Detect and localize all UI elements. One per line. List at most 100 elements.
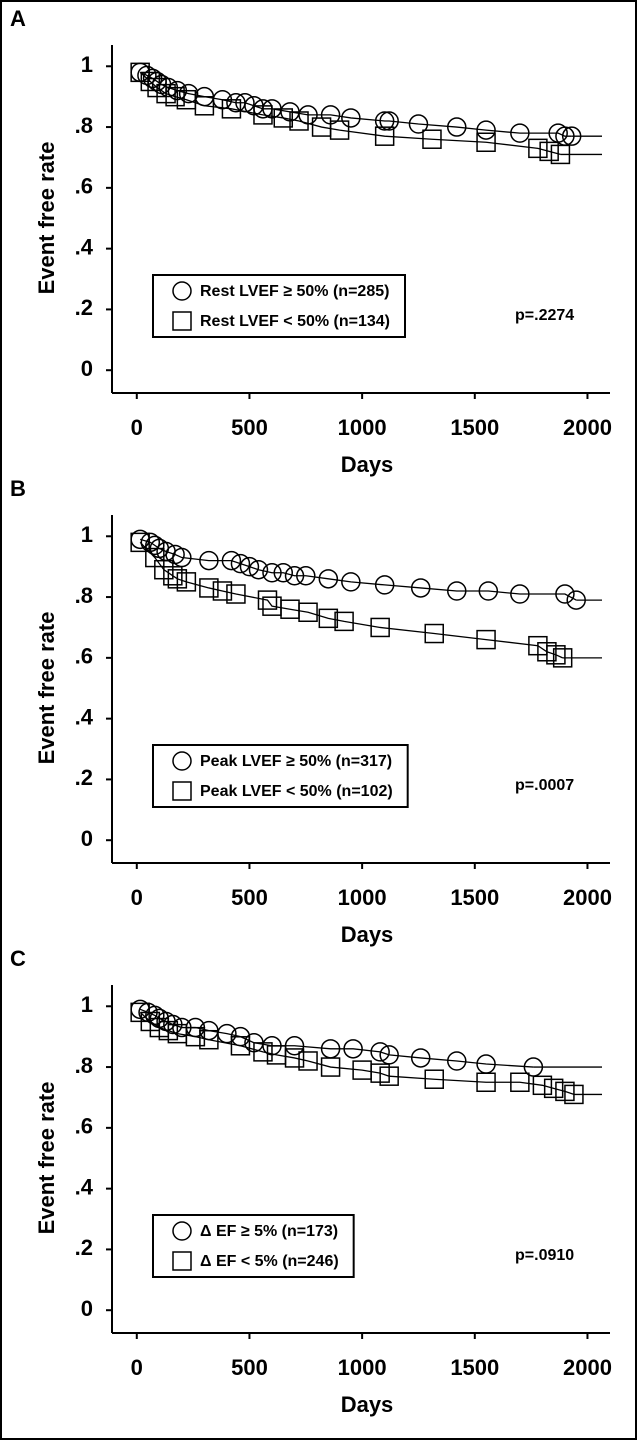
y-axis-label: Event free rate (34, 1082, 59, 1235)
square-marker (284, 1048, 305, 1068)
square-marker (334, 611, 354, 632)
square-marker (298, 1051, 318, 1071)
square-marker (140, 71, 161, 92)
panel-label: B (10, 476, 26, 501)
x-axis-label: Days (341, 1392, 394, 1417)
survival-curve (139, 71, 572, 137)
p-value: p=.0910 (515, 1247, 574, 1264)
x-tick-label: 2000 (563, 1355, 612, 1380)
square-marker (165, 86, 185, 107)
y-tick-label: .4 (75, 234, 94, 259)
circle-marker (221, 550, 242, 571)
circle-marker (172, 1221, 192, 1241)
square-marker (476, 629, 496, 650)
circle-marker (555, 584, 575, 604)
circle-marker (341, 572, 361, 592)
circle-marker (318, 569, 339, 589)
circle-marker (343, 1039, 363, 1059)
circle-marker (370, 1042, 390, 1062)
circle-marker (478, 581, 499, 601)
square-marker (194, 96, 215, 116)
legend-label: Rest LVEF ≥ 50% (n=285) (200, 283, 389, 300)
square-marker (424, 1069, 444, 1089)
circle-marker (199, 550, 219, 571)
square-marker (199, 1029, 219, 1050)
x-tick-label: 1000 (338, 415, 387, 440)
x-tick-label: 1500 (450, 1355, 499, 1380)
square-marker (221, 99, 242, 119)
circle-marker (239, 556, 260, 577)
square-marker (130, 532, 150, 553)
circle-marker (410, 1048, 431, 1068)
circle-marker (178, 83, 199, 104)
square-marker (564, 1084, 584, 1105)
p-value: p=.2274 (515, 307, 574, 324)
x-tick-label: 0 (131, 1355, 143, 1380)
x-axis-label: Days (341, 922, 394, 947)
square-marker (539, 141, 559, 162)
y-tick-label: .2 (75, 295, 93, 320)
circle-marker (447, 581, 467, 601)
y-tick-label: .6 (75, 174, 93, 199)
circle-marker (374, 575, 395, 595)
legend-label: Δ EF ≥ 5% (n=173) (200, 1223, 338, 1240)
square-marker (476, 1072, 496, 1093)
square-marker (528, 138, 548, 159)
circle-marker (447, 117, 467, 137)
panel: B 0 .2 .4 .6 .8 1 0 500 1000 1500 2000 Days Event fre… (10, 476, 612, 947)
square-marker (320, 1057, 341, 1077)
legend-box (152, 744, 409, 808)
p-value: p=.0007 (515, 777, 574, 794)
circle-marker (379, 111, 399, 131)
square-marker (550, 144, 571, 165)
panel-label: C (10, 946, 26, 971)
y-tick-label: .6 (75, 1114, 93, 1139)
square-marker (289, 111, 309, 131)
square-marker (273, 108, 294, 128)
square-marker (298, 602, 318, 623)
square-marker (226, 584, 246, 604)
y-tick-label: 1 (81, 522, 93, 547)
square-marker (172, 781, 192, 801)
square-marker (543, 1078, 564, 1099)
square-marker (329, 120, 350, 140)
square-marker (422, 129, 442, 149)
y-tick-label: .6 (75, 644, 93, 669)
panel: C 0 .2 .4 .6 .8 1 0 500 1000 1500 2000 Days Event fre… (10, 946, 612, 1417)
circle-marker (172, 751, 192, 771)
circle-marker (248, 559, 269, 580)
circle-marker (341, 108, 361, 128)
square-marker (257, 590, 278, 610)
survival-curve (139, 1011, 575, 1096)
square-marker (532, 1075, 553, 1096)
square-marker (546, 645, 566, 665)
x-tick-label: 2000 (563, 415, 612, 440)
x-tick-label: 2000 (563, 885, 612, 910)
square-marker (370, 617, 390, 638)
x-tick-label: 1500 (450, 885, 499, 910)
x-axis-label: Days (341, 452, 394, 477)
legend-label: Peak LVEF ≥ 50% (n=317) (200, 753, 392, 770)
y-tick-label: .4 (75, 1174, 94, 1199)
circle-marker (510, 123, 530, 143)
square-marker (253, 1042, 273, 1062)
circle-marker (230, 553, 251, 574)
panel-label: A (10, 6, 26, 31)
square-marker (374, 126, 395, 146)
x-tick-label: 1000 (338, 885, 387, 910)
square-marker (163, 566, 183, 586)
y-tick-label: .8 (75, 1053, 93, 1078)
circle-marker (447, 1051, 467, 1071)
x-tick-label: 500 (231, 885, 268, 910)
square-marker (476, 132, 496, 153)
x-tick-label: 1000 (338, 1355, 387, 1380)
y-axis-label: Event free rate (34, 142, 59, 295)
circle-marker (145, 535, 165, 556)
x-tick-label: 0 (131, 885, 143, 910)
legend-box (152, 1214, 355, 1278)
circle-marker (262, 562, 282, 583)
square-marker (185, 1026, 206, 1047)
square-marker (552, 648, 573, 668)
